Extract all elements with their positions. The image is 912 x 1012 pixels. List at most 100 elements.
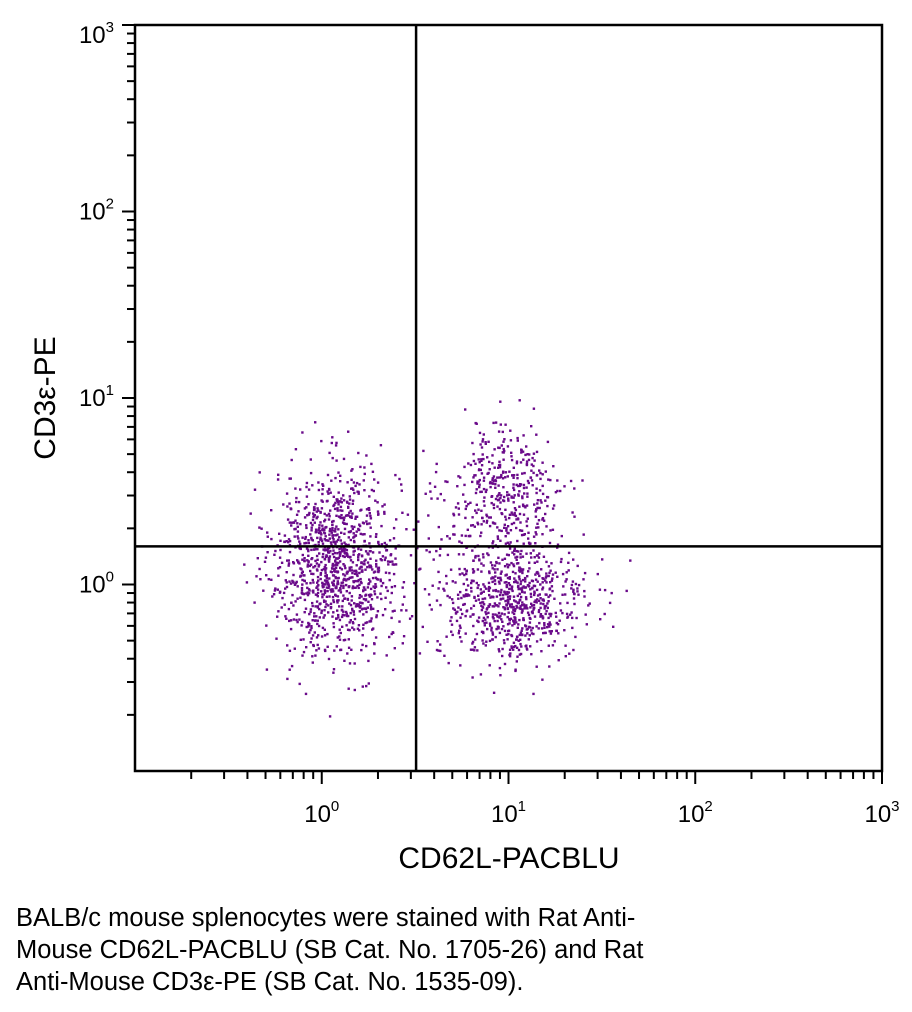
data-point — [344, 548, 347, 551]
data-point — [351, 607, 354, 611]
data-point — [341, 625, 344, 628]
data-point — [469, 615, 472, 618]
data-point — [343, 574, 347, 577]
data-point — [368, 566, 372, 569]
data-point — [358, 483, 361, 486]
data-point — [323, 591, 327, 595]
data-point — [488, 603, 492, 606]
data-point — [359, 532, 362, 536]
data-point — [501, 558, 504, 561]
data-point — [262, 589, 265, 592]
data-point — [514, 618, 517, 622]
data-point — [287, 564, 290, 567]
data-point — [347, 506, 350, 509]
data-point — [368, 595, 372, 598]
data-point — [464, 632, 467, 635]
data-point — [541, 517, 545, 520]
data-point — [500, 444, 503, 447]
x-tick-label: 100 — [304, 798, 339, 828]
data-point — [350, 648, 353, 651]
data-point — [518, 490, 521, 493]
data-point — [555, 621, 558, 625]
data-point — [460, 534, 464, 537]
data-point — [362, 613, 365, 616]
data-point — [369, 587, 373, 591]
data-point — [290, 664, 294, 668]
data-point — [531, 626, 534, 630]
data-point — [469, 648, 473, 651]
data-point — [316, 588, 320, 591]
data-point — [530, 610, 534, 614]
data-point — [381, 581, 385, 585]
data-point — [479, 673, 483, 676]
data-point — [487, 581, 491, 585]
data-point — [322, 616, 325, 619]
data-point — [385, 549, 389, 552]
data-point — [332, 519, 335, 523]
data-point — [401, 586, 404, 589]
data-point — [544, 499, 547, 502]
data-point — [290, 601, 293, 604]
data-point — [255, 575, 258, 578]
data-point — [292, 573, 295, 577]
data-point — [425, 549, 428, 552]
data-point — [460, 596, 463, 600]
data-point — [308, 564, 311, 568]
data-point — [362, 607, 365, 610]
data-point — [512, 595, 516, 598]
data-point — [488, 468, 491, 471]
data-point — [508, 595, 512, 598]
plot-frame — [133, 23, 884, 773]
data-point — [545, 560, 548, 564]
data-point — [555, 615, 558, 618]
data-point — [327, 518, 331, 521]
data-point — [500, 529, 503, 533]
data-point — [481, 453, 484, 456]
data-point — [317, 584, 320, 587]
data-point — [498, 466, 502, 469]
data-point — [518, 399, 521, 402]
data-point — [585, 623, 588, 626]
data-point — [537, 572, 540, 575]
data-point — [457, 507, 460, 510]
data-point — [334, 476, 337, 480]
data-point — [339, 509, 342, 512]
data-point — [346, 652, 349, 655]
data-point — [376, 610, 380, 613]
data-point — [325, 581, 328, 584]
data-point — [464, 593, 468, 596]
data-point — [497, 580, 501, 583]
data-point — [478, 478, 481, 482]
data-point — [481, 440, 484, 443]
data-point — [359, 465, 362, 469]
data-point — [549, 569, 552, 572]
data-point — [349, 611, 352, 615]
data-point — [302, 638, 305, 641]
data-point — [313, 615, 316, 618]
data-point — [481, 438, 485, 441]
data-point — [521, 496, 524, 500]
data-point — [530, 602, 533, 605]
data-point — [321, 483, 324, 486]
data-point — [354, 569, 358, 572]
data-point — [289, 619, 293, 622]
data-point — [436, 640, 439, 643]
data-point — [519, 582, 522, 586]
data-point — [488, 482, 492, 485]
data-point — [314, 528, 318, 531]
data-point — [516, 626, 519, 629]
data-point — [516, 601, 520, 605]
data-point — [471, 568, 475, 571]
data-point — [483, 585, 486, 588]
data-point — [565, 571, 568, 574]
data-point — [354, 579, 357, 583]
data-point — [546, 440, 550, 444]
data-point — [485, 515, 489, 518]
data-point — [443, 589, 446, 592]
data-point — [339, 631, 342, 635]
data-point — [530, 479, 534, 482]
data-point — [533, 459, 536, 462]
data-point — [505, 585, 509, 589]
data-point — [503, 608, 507, 611]
data-point — [457, 597, 460, 600]
